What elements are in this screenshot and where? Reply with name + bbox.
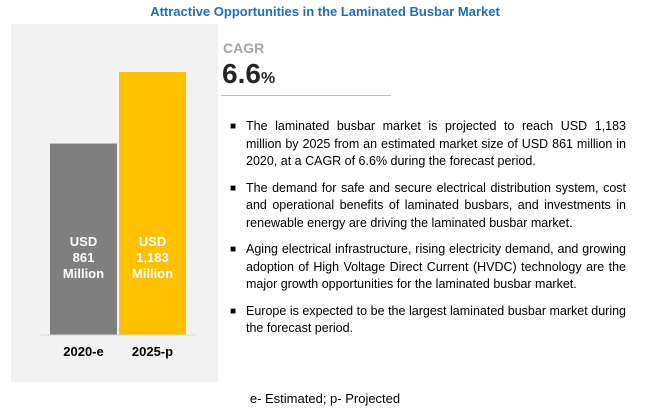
cagr-number: 6.6 (222, 58, 261, 89)
data-label: 1,183 (136, 250, 169, 265)
list-item: ■ The laminated busbar market is projecte… (228, 118, 626, 171)
list-item: ■ Europe is expected to be the largest la… (228, 303, 626, 338)
cagr-value: 6.6% (222, 58, 275, 90)
data-label: USD (139, 234, 166, 249)
bullet-icon: ■ (230, 305, 237, 317)
chart-title: Attractive Opportunities in the Laminate… (150, 4, 500, 19)
bullet-text: The demand for safe and secure electrica… (246, 180, 626, 230)
cagr-divider (221, 95, 391, 96)
key-findings-list: ■ The laminated busbar market is projecte… (228, 118, 626, 347)
bullet-text: Europe is expected to be the largest lam… (246, 303, 626, 336)
bullet-icon: ■ (230, 121, 237, 132)
data-label: Million (63, 266, 104, 281)
list-item: ■ Aging electrical infrastructure, rising… (228, 241, 626, 294)
bullet-icon: ■ (230, 182, 237, 194)
data-label: Million (132, 266, 173, 281)
bar-2020-e (50, 143, 117, 335)
text-panel (218, 24, 639, 382)
list-item: ■ The demand for safe and secure electric… (228, 180, 626, 233)
bullet-icon: ■ (230, 244, 237, 255)
cagr-label: CAGR (223, 40, 265, 56)
data-label: 861 (73, 250, 95, 265)
bullet-text: The laminated busbar market is projected… (246, 119, 626, 168)
bar-2025-p (119, 72, 186, 335)
category-label: 2020-e (63, 344, 103, 359)
data-label: USD (70, 234, 97, 249)
cagr-unit: % (260, 70, 276, 87)
bullet-text: Aging electrical infrastructure, rising … (246, 242, 626, 291)
category-label: 2025-p (132, 344, 173, 359)
footnote: e- Estimated; p- Projected (249, 391, 401, 406)
